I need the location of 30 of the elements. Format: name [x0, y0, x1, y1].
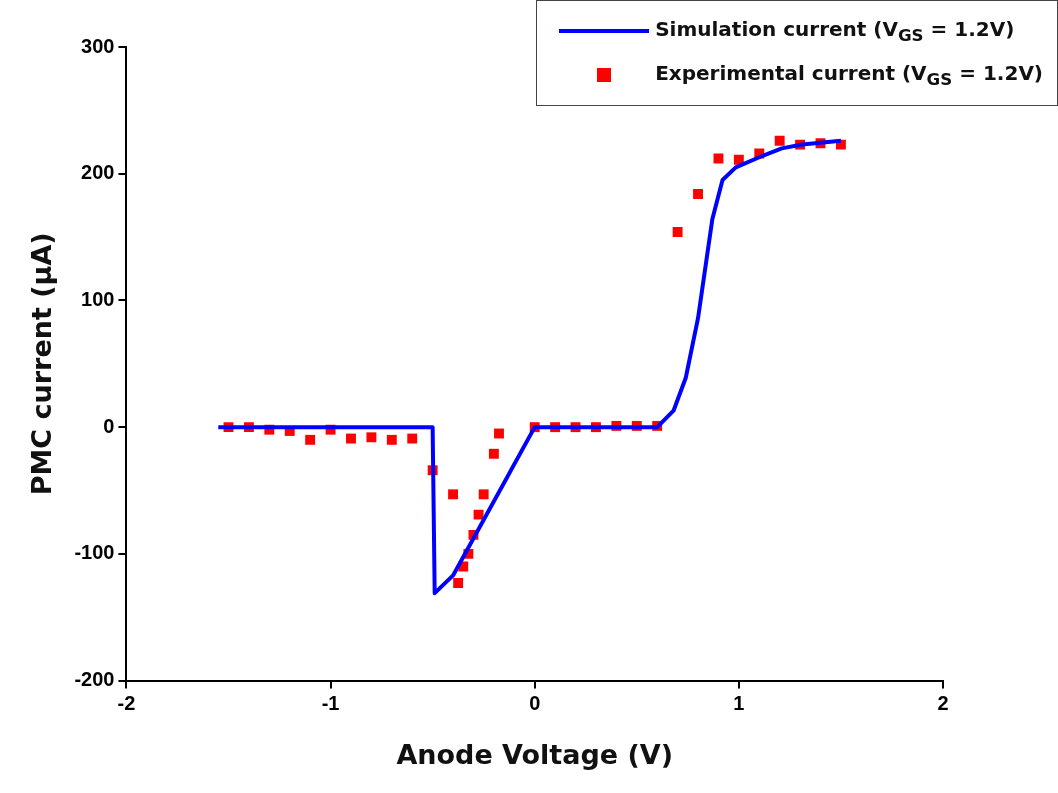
point — [478, 489, 489, 500]
y-tick-label: 0 — [103, 414, 115, 437]
y-tick-label: -100 — [74, 541, 115, 564]
y-tick-label: 300 — [81, 34, 115, 57]
x-tick-label: 2 — [937, 692, 949, 715]
y-tick-label: 200 — [81, 161, 115, 184]
x-axis-title: Anode Voltage (V) — [396, 738, 674, 770]
legend-label: Experimental current (V$_{GS}$ = 1.2V) — [655, 61, 1043, 89]
point — [693, 189, 703, 199]
x-tick-label: -1 — [321, 692, 340, 715]
point — [407, 433, 418, 444]
point — [473, 509, 484, 520]
point — [366, 432, 377, 443]
y-tick-label: 100 — [81, 287, 115, 310]
legend-label: Simulation current (V$_{GS}$ = 1.2V) — [655, 17, 1015, 45]
point — [713, 153, 724, 164]
point — [672, 227, 683, 237]
x-tick-label: 0 — [529, 692, 541, 715]
y-axis-title: PMC current (μA) — [26, 232, 58, 496]
point — [448, 489, 459, 500]
point — [494, 428, 504, 439]
point — [488, 448, 499, 459]
y-tick-label: -200 — [74, 668, 115, 691]
x-tick-label: -2 — [117, 692, 136, 715]
point — [386, 434, 397, 445]
point — [346, 433, 356, 444]
x-tick-label: 1 — [733, 692, 745, 715]
point — [453, 578, 464, 588]
point — [774, 135, 785, 146]
point — [305, 434, 316, 445]
